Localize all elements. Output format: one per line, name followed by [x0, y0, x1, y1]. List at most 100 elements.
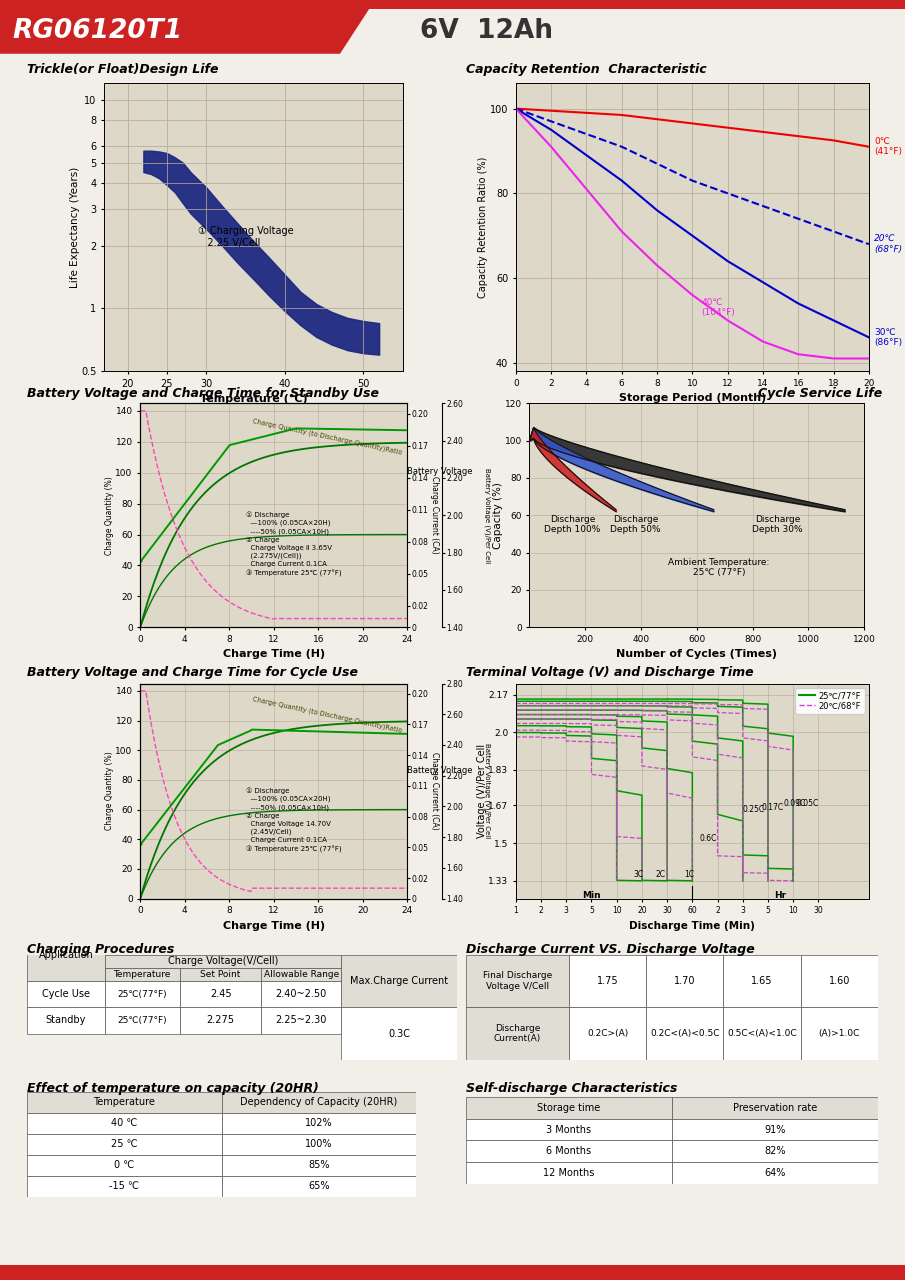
Text: Battery Voltage and Charge Time for Standby Use: Battery Voltage and Charge Time for Stan…: [27, 387, 379, 399]
Text: Temperature: Temperature: [93, 1097, 156, 1107]
Text: 40℃
(104°F): 40℃ (104°F): [701, 298, 735, 317]
Text: (A)>1.0C: (A)>1.0C: [818, 1029, 860, 1038]
Text: Final Discharge
Voltage V/Cell: Final Discharge Voltage V/Cell: [483, 972, 552, 991]
X-axis label: Discharge Time (Min): Discharge Time (Min): [629, 920, 756, 931]
Text: Self-discharge Characteristics: Self-discharge Characteristics: [466, 1082, 678, 1094]
Y-axis label: Voltage (V)/Per Cell: Voltage (V)/Per Cell: [477, 744, 487, 838]
Bar: [27, 929, 105, 980]
Y-axis label: Charge Current (CA): Charge Current (CA): [430, 753, 439, 829]
Bar: [27, 980, 105, 1007]
Bar: [262, 1007, 341, 1034]
Bar: [569, 1007, 646, 1060]
Y-axis label: Charge Quantity (%): Charge Quantity (%): [105, 476, 114, 554]
Text: 2.275: 2.275: [206, 1015, 234, 1025]
Text: 0 ℃: 0 ℃: [114, 1160, 135, 1170]
Bar: [262, 980, 341, 1007]
Text: Discharge
Depth 30%: Discharge Depth 30%: [752, 515, 803, 534]
Bar: [466, 1007, 569, 1060]
Bar: [27, 1092, 222, 1112]
Text: 0.5C<(A)<1.0C: 0.5C<(A)<1.0C: [728, 1029, 796, 1038]
Bar: [27, 1112, 222, 1134]
Bar: [801, 1007, 878, 1060]
Bar: [341, 955, 457, 1007]
Text: -15 ℃: -15 ℃: [110, 1181, 139, 1192]
Bar: [466, 1119, 672, 1140]
Bar: [222, 1134, 416, 1155]
Bar: [569, 955, 646, 1007]
X-axis label: Number of Cycles (Times): Number of Cycles (Times): [616, 649, 777, 659]
Y-axis label: Battery Voltage (V)/Per Cell: Battery Voltage (V)/Per Cell: [484, 467, 491, 563]
Text: Preservation rate: Preservation rate: [733, 1103, 817, 1112]
Text: 0.25C: 0.25C: [743, 805, 765, 814]
Polygon shape: [0, 0, 375, 54]
Y-axis label: Capacity Retention Ratio (%): Capacity Retention Ratio (%): [479, 156, 489, 298]
Text: 0.2C<(A)<0.5C: 0.2C<(A)<0.5C: [650, 1029, 719, 1038]
Bar: [27, 1007, 105, 1034]
Text: Charge Quantity (to Discharge Quantity)Ratio: Charge Quantity (to Discharge Quantity)R…: [252, 417, 402, 456]
Text: 64%: 64%: [764, 1169, 786, 1178]
Text: Charge Voltage(V/Cell): Charge Voltage(V/Cell): [167, 956, 278, 966]
Text: 85%: 85%: [309, 1160, 329, 1170]
Text: Discharge Current VS. Discharge Voltage: Discharge Current VS. Discharge Voltage: [466, 943, 755, 956]
Bar: [672, 1119, 878, 1140]
Text: Discharge
Depth 100%: Discharge Depth 100%: [545, 515, 601, 534]
Bar: [466, 1097, 672, 1119]
Text: Battery Voltage: Battery Voltage: [407, 467, 472, 476]
X-axis label: Charge Time (H): Charge Time (H): [223, 920, 325, 931]
X-axis label: Storage Period (Month): Storage Period (Month): [619, 393, 766, 403]
Text: Discharge
Depth 50%: Discharge Depth 50%: [610, 515, 661, 534]
Text: Trickle(or Float)Design Life: Trickle(or Float)Design Life: [27, 63, 219, 76]
Text: Max.Charge Current: Max.Charge Current: [350, 977, 448, 986]
Text: 100%: 100%: [305, 1139, 333, 1149]
Y-axis label: Charge Current (CA): Charge Current (CA): [430, 476, 439, 554]
Text: Storage time: Storage time: [538, 1103, 601, 1112]
Text: 25 ℃: 25 ℃: [111, 1139, 138, 1149]
Bar: [180, 1007, 262, 1034]
Text: ① Charging Voltage
   2.25 V/Cell: ① Charging Voltage 2.25 V/Cell: [198, 227, 294, 248]
Text: RG06120T1: RG06120T1: [12, 18, 182, 44]
Text: 12 Months: 12 Months: [543, 1169, 595, 1178]
Text: Cycle Service Life: Cycle Service Life: [758, 387, 882, 399]
Text: Charging Procedures: Charging Procedures: [27, 943, 175, 956]
Text: Charge Quantity (to Discharge Quantity)Ratio: Charge Quantity (to Discharge Quantity)R…: [252, 696, 402, 733]
Text: 0.09C: 0.09C: [783, 799, 805, 808]
Bar: [27, 1155, 222, 1176]
Bar: [672, 1097, 878, 1119]
Bar: [672, 1140, 878, 1162]
Bar: [466, 955, 569, 1007]
Bar: [105, 968, 180, 980]
Bar: [222, 1092, 416, 1112]
Text: Min: Min: [582, 891, 601, 900]
Bar: [262, 968, 341, 980]
Text: Discharge
Current(A): Discharge Current(A): [494, 1024, 541, 1043]
Bar: [646, 955, 723, 1007]
Text: 91%: 91%: [764, 1125, 786, 1134]
Bar: [180, 968, 262, 980]
Bar: [341, 1007, 457, 1060]
Text: 30℃
(86°F): 30℃ (86°F): [874, 328, 902, 347]
Text: 102%: 102%: [305, 1119, 333, 1129]
Text: 1C: 1C: [684, 869, 694, 878]
Y-axis label: Battery Voltage (V)/Per Cell: Battery Voltage (V)/Per Cell: [484, 744, 491, 838]
Text: 2.40~2.50: 2.40~2.50: [275, 989, 327, 1000]
Text: Hr: Hr: [775, 891, 786, 900]
Bar: [723, 955, 801, 1007]
Text: Ambient Temperature:
25℃ (77°F): Ambient Temperature: 25℃ (77°F): [669, 558, 770, 577]
Y-axis label: Charge Quantity (%): Charge Quantity (%): [105, 751, 114, 831]
Bar: [27, 1134, 222, 1155]
Bar: [105, 980, 180, 1007]
Text: 1.70: 1.70: [674, 977, 696, 986]
Text: Set Point: Set Point: [200, 970, 241, 979]
Text: 6 Months: 6 Months: [547, 1147, 592, 1156]
Text: Temperature: Temperature: [113, 970, 171, 979]
Y-axis label: Life Expectancy (Years): Life Expectancy (Years): [70, 166, 80, 288]
Bar: [222, 1155, 416, 1176]
X-axis label: Temperature (°C): Temperature (°C): [200, 394, 307, 404]
Text: Application: Application: [39, 950, 93, 960]
Text: 3C: 3C: [633, 869, 643, 878]
X-axis label: Charge Time (H): Charge Time (H): [223, 649, 325, 659]
Text: 6V  12Ah: 6V 12Ah: [420, 18, 553, 44]
Text: Standby: Standby: [45, 1015, 86, 1025]
Text: Effect of temperature on capacity (20HR): Effect of temperature on capacity (20HR): [27, 1082, 319, 1094]
Bar: [105, 1007, 180, 1034]
